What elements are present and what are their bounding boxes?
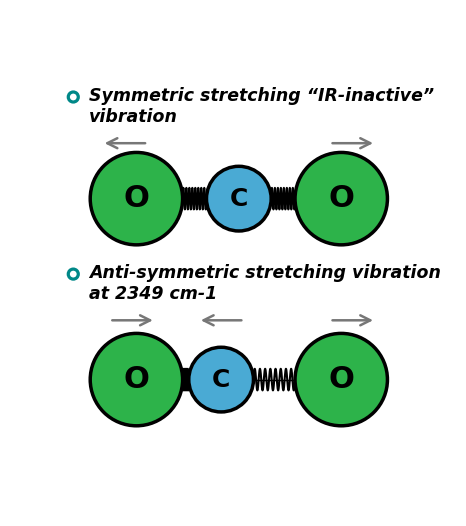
Text: C: C [212,368,230,391]
Circle shape [90,153,183,245]
Text: O: O [123,365,149,394]
Text: O: O [329,184,354,213]
Text: O: O [329,365,354,394]
Text: C: C [230,187,248,210]
Circle shape [206,166,271,231]
Text: O: O [123,184,149,213]
Circle shape [295,333,387,426]
Circle shape [189,347,254,412]
Text: Symmetric stretching “IR-inactive”
vibration: Symmetric stretching “IR-inactive” vibra… [89,87,434,126]
Circle shape [90,333,183,426]
Circle shape [295,153,387,245]
Text: Anti-symmetric stretching vibration
at 2349 cm-1: Anti-symmetric stretching vibration at 2… [89,264,440,303]
